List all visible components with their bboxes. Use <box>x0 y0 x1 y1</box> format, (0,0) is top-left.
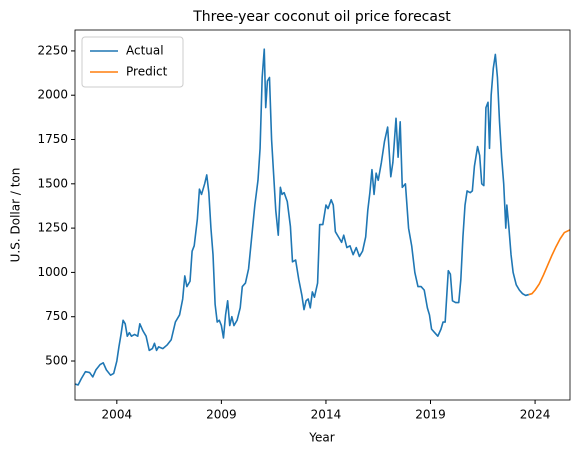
x-axis-label: Year <box>308 431 334 445</box>
y-tick-label: 1250 <box>37 221 68 235</box>
plot-lines <box>75 48 570 386</box>
y-tick-label: 2000 <box>37 88 68 102</box>
legend-label: Actual <box>126 44 164 58</box>
chart-title: Three-year coconut oil price forecast <box>192 9 451 25</box>
series-line <box>75 48 530 386</box>
legend-box <box>81 36 184 88</box>
x-tick-label: 2014 <box>311 408 342 422</box>
series-line <box>528 229 570 296</box>
y-tick-label: 1750 <box>37 132 68 146</box>
y-tick-label: 750 <box>45 309 68 323</box>
y-tick-label: 2250 <box>37 43 68 57</box>
y-tick-label: 1500 <box>37 176 68 190</box>
x-tick-label: 2004 <box>102 408 133 422</box>
y-tick-label: 1000 <box>37 265 68 279</box>
legend-label: Predict <box>126 65 168 79</box>
x-tick-label: 2019 <box>415 408 446 422</box>
y-tick-label: 500 <box>45 354 68 368</box>
x-tick-label: 2009 <box>206 408 237 422</box>
plot-frame <box>74 29 571 401</box>
x-tick-label: 2024 <box>520 408 551 422</box>
y-axis-label: U.S. Dollar / ton <box>9 168 23 263</box>
